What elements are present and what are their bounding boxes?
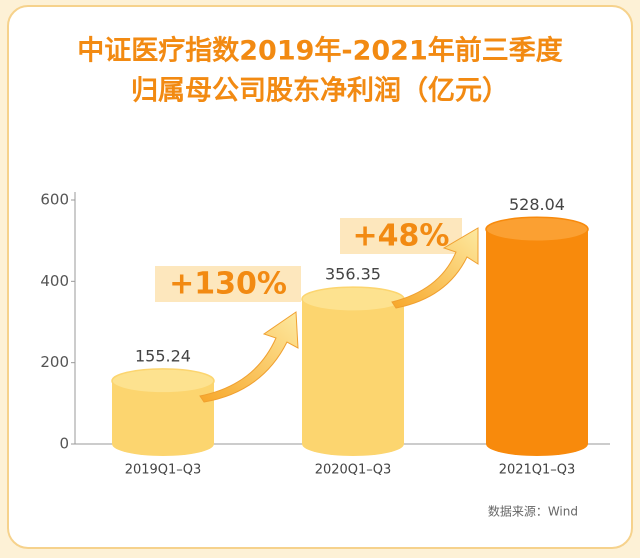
bar <box>302 299 404 444</box>
bar-top <box>111 368 215 394</box>
y-tick-label: 200 <box>40 353 69 371</box>
annotation: +48% <box>353 219 450 254</box>
y-tick-label: 400 <box>40 272 69 290</box>
chart-title: 归属母公司股东净利润（亿元） <box>131 75 509 107</box>
arrow <box>391 227 479 309</box>
y-tick-label: 600 <box>40 191 69 209</box>
highlight-box <box>340 218 462 254</box>
bar-top <box>301 286 405 312</box>
source: 数据来源：Wind <box>488 504 578 519</box>
plot: 0 200 400 600 155.24 2019Q1–Q3 356.35 2020Q1–Q3… <box>40 191 610 478</box>
x-tick-label: 2021Q1–Q3 <box>499 463 576 478</box>
x-tick-label: 2020Q1–Q3 <box>315 463 392 478</box>
value-label: 528.04 <box>509 195 565 214</box>
annotation: +130% <box>169 267 287 302</box>
x-tick-label: 2019Q1–Q3 <box>125 463 202 478</box>
value-label: 155.24 <box>135 346 191 365</box>
y-tick-label: 0 <box>59 435 69 453</box>
value-label: 356.35 <box>325 265 381 284</box>
arrow <box>199 311 299 403</box>
bar-top <box>485 216 589 243</box>
bar <box>486 229 588 444</box>
highlight-box <box>155 266 301 302</box>
chart-title: 中证医疗指数2019年-2021年前三季度 <box>77 35 563 67</box>
